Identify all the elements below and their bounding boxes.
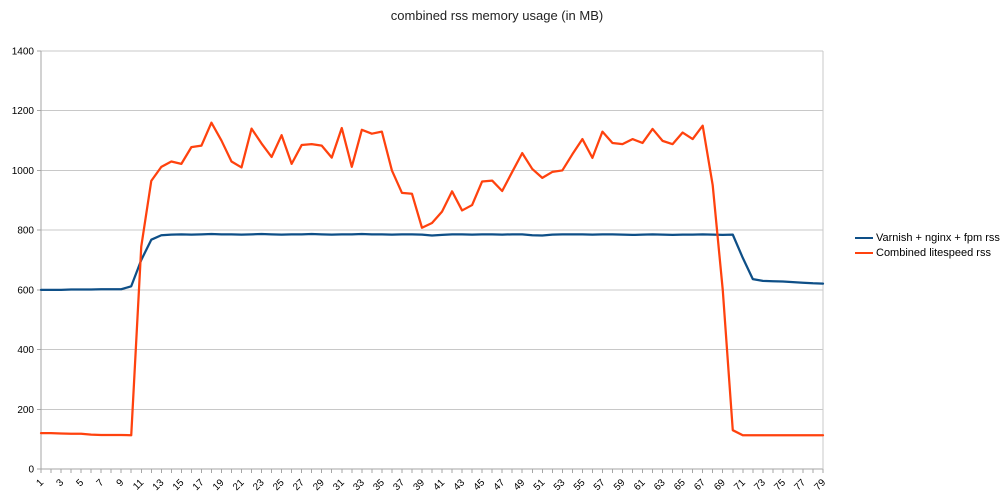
svg-text:33: 33 — [351, 477, 367, 493]
svg-text:65: 65 — [672, 477, 688, 493]
svg-text:41: 41 — [432, 477, 448, 493]
svg-text:53: 53 — [552, 477, 568, 493]
svg-text:27: 27 — [291, 477, 307, 493]
svg-text:35: 35 — [371, 477, 387, 493]
chart-title: combined rss memory usage (in MB) — [390, 8, 604, 23]
svg-text:19: 19 — [211, 477, 227, 493]
svg-text:55: 55 — [572, 477, 588, 493]
svg-text:63: 63 — [652, 477, 668, 493]
legend-item-varnish: Varnish + nginx + fpm rss — [855, 232, 1000, 244]
svg-text:69: 69 — [712, 477, 728, 493]
svg-text:1: 1 — [34, 477, 46, 489]
svg-text:37: 37 — [391, 477, 407, 493]
svg-text:15: 15 — [171, 477, 187, 493]
legend: Varnish + nginx + fpm rss Combined lites… — [855, 232, 1000, 259]
svg-text:7: 7 — [95, 477, 107, 489]
svg-text:77: 77 — [792, 477, 808, 493]
svg-text:1400: 1400 — [12, 47, 35, 58]
svg-text:59: 59 — [612, 477, 628, 493]
legend-line-swatch-orange — [855, 251, 873, 255]
svg-text:5: 5 — [75, 477, 87, 489]
svg-text:1200: 1200 — [12, 106, 35, 117]
svg-text:51: 51 — [532, 477, 548, 493]
svg-text:25: 25 — [271, 477, 287, 493]
svg-text:73: 73 — [752, 477, 768, 493]
svg-text:200: 200 — [17, 405, 34, 416]
svg-text:43: 43 — [452, 477, 468, 493]
svg-text:29: 29 — [311, 477, 327, 493]
legend-label-varnish: Varnish + nginx + fpm rss — [876, 232, 1000, 244]
svg-text:31: 31 — [331, 477, 347, 493]
svg-text:57: 57 — [592, 477, 608, 493]
svg-text:3: 3 — [54, 477, 66, 489]
svg-text:13: 13 — [151, 477, 167, 493]
svg-text:61: 61 — [632, 477, 648, 493]
svg-text:9: 9 — [115, 477, 127, 489]
legend-label-litespeed: Combined litespeed rss — [876, 247, 991, 259]
svg-text:11: 11 — [131, 477, 146, 492]
svg-text:600: 600 — [17, 285, 34, 296]
svg-text:800: 800 — [17, 226, 34, 237]
svg-text:21: 21 — [231, 477, 247, 493]
svg-text:49: 49 — [512, 477, 528, 493]
svg-text:75: 75 — [772, 477, 788, 493]
legend-line-swatch-blue — [855, 236, 873, 240]
svg-text:23: 23 — [251, 477, 267, 493]
svg-text:79: 79 — [812, 477, 828, 493]
svg-text:0: 0 — [28, 465, 34, 476]
legend-item-litespeed: Combined litespeed rss — [855, 247, 1000, 259]
svg-text:67: 67 — [692, 477, 708, 493]
svg-text:39: 39 — [411, 477, 427, 493]
svg-text:45: 45 — [472, 477, 488, 493]
svg-text:71: 71 — [732, 477, 748, 493]
svg-text:1000: 1000 — [12, 166, 35, 177]
svg-text:400: 400 — [17, 345, 34, 356]
svg-text:47: 47 — [492, 477, 508, 493]
svg-text:17: 17 — [191, 477, 207, 493]
